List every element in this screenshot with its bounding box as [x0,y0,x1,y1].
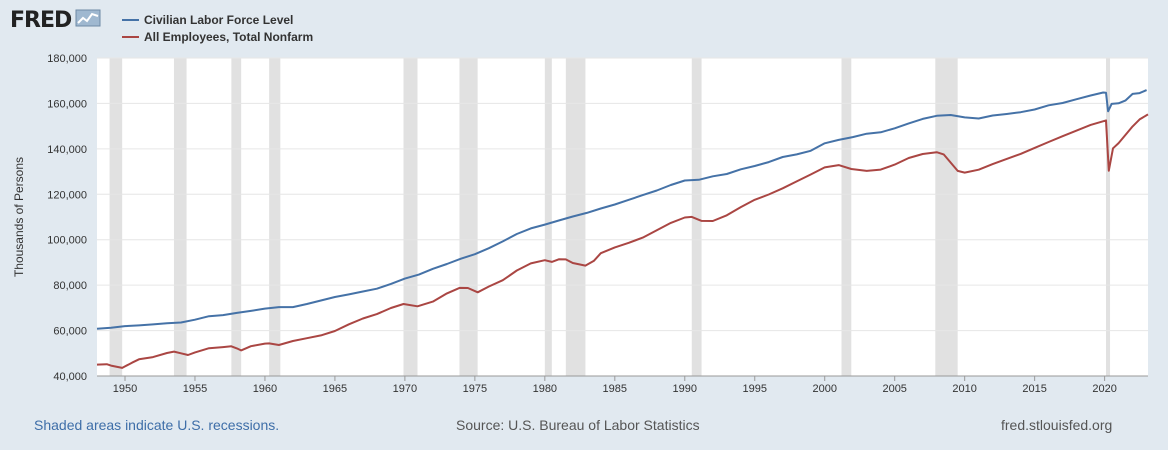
recession-band-1 [173,58,187,376]
recession-band-7 [565,58,586,376]
x-tick-label-8: 1990 [673,383,697,395]
legend-item-labor-force[interactable]: Civilian Labor Force Level [122,11,313,28]
y-tick-label-7: 180,000 [47,53,87,65]
x-axis: 1950 1955 1960 1965 1970 1975 1980 1985 1990 1995… [97,375,1148,395]
x-tick-label-9: 1995 [743,383,767,395]
series-line-labor-force [96,89,1147,330]
plot-background [97,58,1148,376]
recession-shading [109,58,1111,376]
x-tick-label-6: 1980 [533,383,557,395]
y-tick-label-0: 40,000 [53,371,87,383]
x-tick-label-11: 2005 [882,383,906,395]
recession-note-link[interactable]: Shaded areas indicate U.S. recessions. [34,417,280,433]
x-tick-label-3: 1965 [323,383,347,395]
x-tick-label-4: 1970 [393,383,417,395]
recession-band-3 [269,58,281,376]
source-text: Source: U.S. Bureau of Labor Statistics [456,417,700,433]
recession-band-10 [935,58,958,376]
recession-band-2 [231,58,242,376]
x-tick-label-0: 1950 [113,383,137,395]
recession-band-5 [459,58,478,376]
x-tick-label-5: 1975 [463,383,487,395]
y-axis-title: Thousands of Persons [12,156,26,278]
y-tick-label-4: 120,000 [47,189,87,201]
legend-label-nonfarm: All Employees, Total Nonfarm [144,29,314,44]
x-tick-label-10: 2000 [812,383,836,395]
legend-swatch-labor-force [122,18,139,21]
y-tick-label-5: 140,000 [47,144,87,156]
x-tick-label-2: 1960 [253,383,277,395]
y-tick-label-3: 100,000 [47,235,87,247]
recession-band-8 [691,58,702,376]
x-tick-label-7: 1985 [603,383,627,395]
fred-logo[interactable]: FRED [10,8,101,33]
series-lines [96,89,1149,369]
x-tick-label-13: 2015 [1022,383,1046,395]
site-link[interactable]: fred.stlouisfed.org [1001,417,1113,433]
series-line-nonfarm [96,113,1149,369]
legend-label-labor-force: Civilian Labor Force Level [144,12,294,27]
recession-band-11 [1106,58,1111,376]
x-tick-label-12: 2010 [952,383,976,395]
x-tick-label-14: 2020 [1092,383,1116,395]
recession-band-0 [109,58,123,376]
x-tick-label-1: 1955 [183,383,207,395]
legend-item-nonfarm[interactable]: All Employees, Total Nonfarm [122,28,313,45]
fred-chart-icon [75,8,101,33]
y-tick-label-6: 160,000 [47,98,87,110]
logo-text: FRED [10,8,72,33]
legend: Civilian Labor Force Level All Employees… [122,11,313,45]
recession-band-6 [544,58,552,376]
recession-band-9 [841,58,852,376]
y-tick-label-1: 60,000 [53,326,87,338]
legend-swatch-nonfarm [122,35,139,38]
y-tick-label-2: 80,000 [53,280,87,292]
recession-band-4 [403,58,418,376]
y-axis: 40,000 60,000 80,000 100,000 120,000 140,000 1… [47,53,87,383]
